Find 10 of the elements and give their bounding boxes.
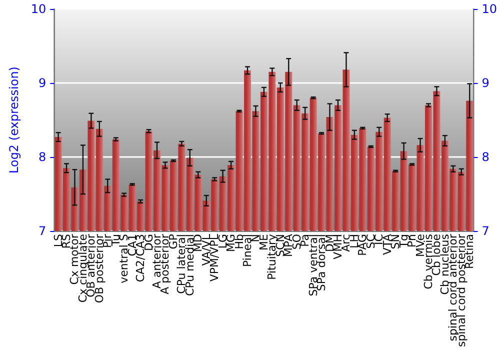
y2-tick-label: 8 [482, 150, 490, 164]
y2-tick-label: 7 [482, 224, 490, 238]
y2-tick-label: 9 [482, 76, 490, 90]
y-tick-label: 9 [38, 76, 46, 90]
y-axis-title: Log2 (expression) [7, 66, 21, 174]
x-tick-label: Pituitary [266, 234, 279, 280]
y2-tick-label: 10 [482, 2, 498, 16]
y-tick-label: 7 [38, 224, 46, 238]
y-tick-label: 8 [38, 150, 46, 164]
y-tick-label: 10 [30, 2, 46, 16]
